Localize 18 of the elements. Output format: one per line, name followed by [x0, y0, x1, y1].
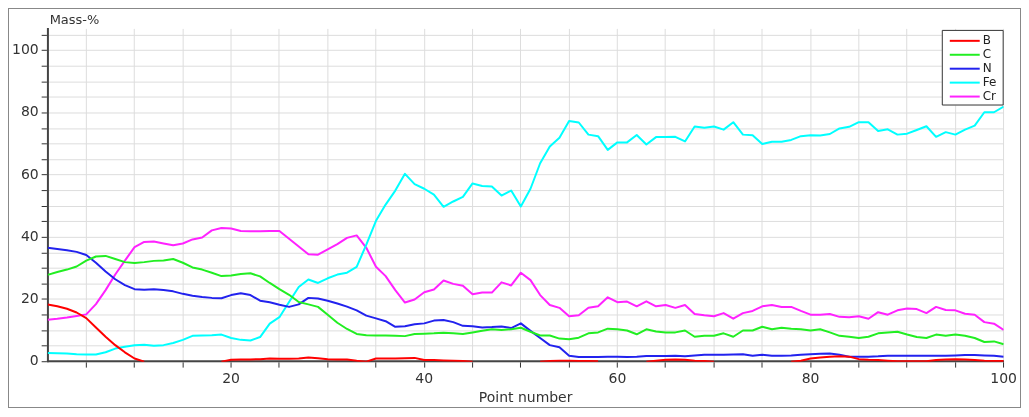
x-tick-label: 100	[990, 369, 1017, 386]
legend-label: Fe	[982, 74, 997, 89]
legend-label: B	[982, 32, 991, 47]
y-axis-title: Mass-%	[49, 11, 100, 27]
x-tick-label: 20	[222, 369, 241, 386]
x-tick-label: 40	[415, 369, 434, 386]
y-tick-label: 20	[20, 290, 39, 307]
legend-label: N	[982, 60, 992, 75]
x-axis-title: Point number	[478, 389, 573, 406]
y-tick-label: 100	[12, 41, 39, 58]
legend-label: C	[982, 46, 992, 61]
y-tick-label: 0	[29, 352, 39, 369]
y-tick-label: 80	[20, 103, 39, 120]
x-tick-label: 60	[608, 369, 627, 386]
y-tick-label: 60	[20, 165, 39, 182]
y-tick-label: 40	[20, 227, 39, 244]
x-tick-label: 80	[801, 369, 820, 386]
legend-label: Cr	[982, 88, 997, 103]
